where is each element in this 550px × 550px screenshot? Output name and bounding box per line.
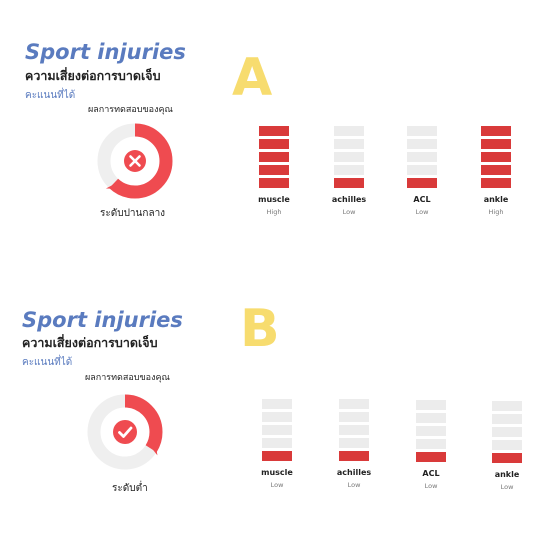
bar-segment xyxy=(481,126,511,136)
bar-segment xyxy=(262,451,292,461)
bar-level-label: Low xyxy=(342,208,356,216)
bar-segment xyxy=(334,139,364,149)
bar-segment xyxy=(492,440,522,450)
bar-segment xyxy=(492,427,522,437)
bar-label: achilles xyxy=(331,195,367,204)
bar-segment xyxy=(416,452,446,462)
bar-label: ACL xyxy=(422,469,440,478)
bar-segment xyxy=(339,425,369,435)
bar-segment xyxy=(262,399,292,409)
bar-label: muscle xyxy=(261,468,293,477)
bar-level-label: High xyxy=(488,208,504,216)
result-label: ผลการทดสอบของคุณ xyxy=(85,373,170,383)
bar-segment xyxy=(262,412,292,422)
bar-level-label: Low xyxy=(270,481,284,489)
bar-segment xyxy=(259,139,289,149)
gauge-pointer xyxy=(105,183,117,189)
panel-title: Sport injuries xyxy=(25,40,186,64)
bar-segment xyxy=(334,126,364,136)
bar-segment xyxy=(259,178,289,188)
bar-segment xyxy=(339,438,369,448)
bar-segment xyxy=(481,178,511,188)
bar-label: muscle xyxy=(258,195,290,204)
bar-segment xyxy=(334,152,364,162)
bar-label: ankle xyxy=(483,195,509,204)
panel-letter: B xyxy=(240,299,280,359)
bar-level-label: Low xyxy=(500,483,514,491)
risk-gauge xyxy=(87,394,163,470)
bar-segment xyxy=(339,451,369,461)
bar-segment xyxy=(334,165,364,175)
bar-level-label: Low xyxy=(347,481,361,489)
panel-subtitle: ความเสี่ยงต่อการบาดเจ็บ xyxy=(25,68,161,83)
bar-segment xyxy=(407,152,437,162)
bar-segment xyxy=(259,126,289,136)
bar-segment xyxy=(416,400,446,410)
bar-label: achilles xyxy=(336,468,372,477)
bar-label: ACL xyxy=(413,195,431,204)
bar-level-label: Low xyxy=(415,208,429,216)
bar-segment xyxy=(339,399,369,409)
result-panel-a: Sport injuries ความเสี่ยงต่อการบาดเจ็บ ค… xyxy=(25,40,511,219)
score-label: คะแนนที่ได้ xyxy=(25,90,76,101)
bar-segment xyxy=(492,414,522,424)
bar-segment xyxy=(481,139,511,149)
check-icon xyxy=(113,420,137,444)
gauge-fill xyxy=(87,394,163,470)
panel-title: Sport injuries xyxy=(22,308,183,332)
bar-segment xyxy=(481,165,511,175)
bar-label: ankle xyxy=(494,470,520,479)
result-panel-b: Sport injuries ความเสี่ยงต่อการบาดเจ็บ ค… xyxy=(0,275,550,550)
gauge-pointer xyxy=(150,446,158,456)
bar-segment xyxy=(416,413,446,423)
result-label: ผลการทดสอบของคุณ xyxy=(88,105,173,115)
risk-gauge xyxy=(97,123,173,199)
bar-segment xyxy=(262,438,292,448)
bar-segment xyxy=(492,401,522,411)
bar-segment xyxy=(481,152,511,162)
x-icon xyxy=(124,150,146,172)
bar-segment xyxy=(407,139,437,149)
bar-segment xyxy=(416,439,446,449)
bar-segment xyxy=(416,426,446,436)
bar-segment xyxy=(259,152,289,162)
bar-segment xyxy=(407,178,437,188)
risk-level-label: ระดับปานกลาง xyxy=(100,208,166,219)
bar-segment xyxy=(259,165,289,175)
bar-segment xyxy=(407,165,437,175)
panel-letter: A xyxy=(232,48,273,108)
bar-segment xyxy=(407,126,437,136)
bar-segment xyxy=(339,412,369,422)
risk-level-label: ระดับต่ำ xyxy=(112,483,148,494)
gauge-fill xyxy=(97,123,173,199)
bar-segment xyxy=(262,425,292,435)
bar-level-label: High xyxy=(266,208,282,216)
bar-level-label: Low xyxy=(424,482,438,490)
bar-segment xyxy=(492,453,522,463)
score-label: คะแนนที่ได้ xyxy=(22,357,73,368)
panel-subtitle: ความเสี่ยงต่อการบาดเจ็บ xyxy=(22,335,158,350)
bar-segment xyxy=(334,178,364,188)
